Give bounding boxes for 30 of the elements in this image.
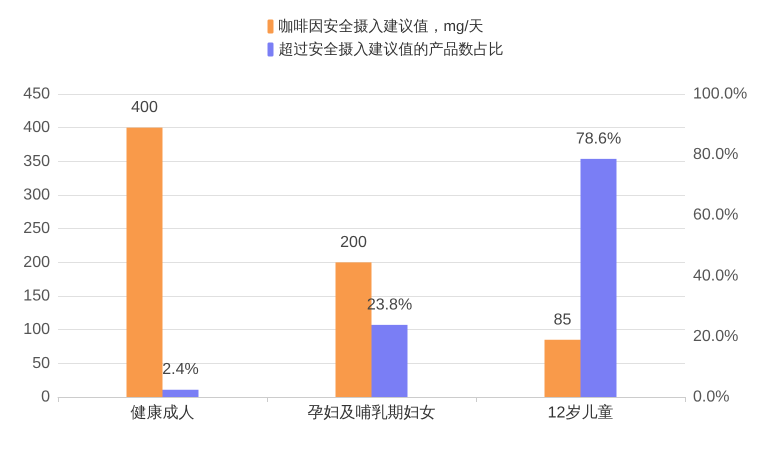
y-tick-label: 50 bbox=[32, 354, 50, 372]
bar bbox=[126, 128, 162, 397]
data-label: 400 bbox=[131, 99, 158, 116]
y2-tick-label: 60.0% bbox=[693, 206, 738, 224]
bar bbox=[544, 340, 580, 397]
y2-tick-label: 100.0% bbox=[693, 86, 748, 102]
y-tick-label: 100 bbox=[23, 321, 50, 338]
data-label: 85 bbox=[554, 311, 572, 328]
y-tick-label: 150 bbox=[23, 288, 50, 304]
y-tick-label: 0 bbox=[41, 388, 50, 406]
y-tick-label: 200 bbox=[23, 254, 50, 271]
y-tick-label: 450 bbox=[23, 86, 50, 102]
y-tick-label: 250 bbox=[23, 220, 50, 238]
bar bbox=[162, 390, 198, 397]
x-tick-label: 健康成人 bbox=[130, 404, 194, 422]
y-tick-label: 300 bbox=[23, 186, 50, 204]
legend-label: 超过安全摄入建议值的产品数占比 bbox=[278, 41, 504, 58]
y2-tick-label: 40.0% bbox=[693, 267, 738, 284]
y2-tick-label: 20.0% bbox=[693, 328, 738, 345]
data-label: 2.4% bbox=[162, 361, 199, 378]
x-tick-label: 12岁儿童 bbox=[548, 404, 614, 422]
data-label: 78.6% bbox=[576, 130, 622, 148]
x-tick-label: 孕妇及哺乳期妇女 bbox=[308, 404, 436, 422]
data-label: 200 bbox=[340, 234, 367, 251]
y2-tick-label: 80.0% bbox=[693, 146, 738, 164]
legend-label: 咖啡因安全摄入建议值，mg/天 bbox=[278, 18, 484, 35]
bar bbox=[580, 158, 616, 397]
y2-tick-label: 0.0% bbox=[693, 388, 730, 406]
y-tick-label: 400 bbox=[23, 119, 50, 136]
y-tick-label: 350 bbox=[23, 152, 50, 170]
